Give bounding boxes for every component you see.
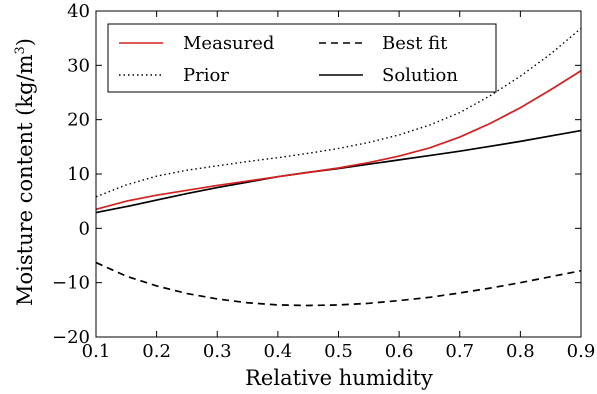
y-tick-label: 10 [67,164,90,185]
x-tick-label: 0.7 [445,341,474,362]
series-line-best-fit [95,261,582,307]
plot-area [95,27,582,307]
y-tick-label: −10 [52,273,90,294]
y-tick-label: 0 [79,218,90,239]
x-axis-label: Relative humidity [245,366,433,390]
x-tick-label: 0.3 [203,341,232,362]
y-tick-label: 30 [67,55,90,76]
series-line-solution [95,129,582,214]
legend-label-measured: Measured [183,33,274,54]
y-tick-label: −20 [52,327,90,348]
y-axis-label-close: ) [13,38,37,46]
legend-frame [107,23,497,93]
y-axis-label-main: Moisture content (kg/m [13,54,37,306]
legend-label-solution: Solution [382,65,458,86]
series-line-prior [95,27,582,198]
legend-label-prior: Prior [183,65,229,86]
y-tick-label: 20 [67,110,90,131]
x-tick-label: 0.5 [324,341,353,362]
axis-ticks: 0.1 0.2 0.3 0.4 0.5 0.6 0.7 0.8 0.9 −20 −10 0 10 20 30… [52,1,595,362]
x-tick-label: 0.9 [567,341,596,362]
series-line-measured [95,70,582,211]
legend: Measured Prior Best fit Solution [107,23,497,93]
y-tick-label: 40 [67,1,90,22]
y-axis-label-group: Moisture content (kg/m3) [13,38,37,306]
x-tick-label: 0.2 [142,341,171,362]
x-tick-label: 0.4 [264,341,293,362]
x-tick-label: 0.8 [506,341,535,362]
x-tick-label: 0.1 [82,341,111,362]
legend-label-best-fit: Best fit [382,33,448,54]
y-axis-label-sup: 3 [13,46,28,54]
x-tick-label: 0.6 [385,341,414,362]
y-axis-label: Moisture content (kg/m3) [13,38,37,306]
plot-frame [95,10,582,338]
